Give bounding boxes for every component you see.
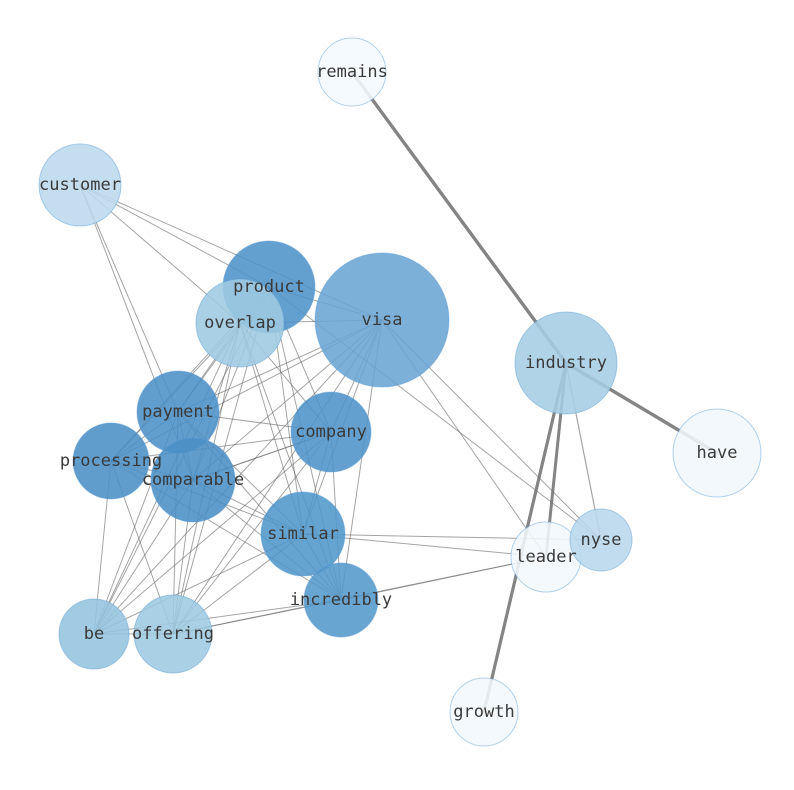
graph-node-company[interactable] (290, 391, 372, 473)
graph-node-label-customer: customer (39, 175, 121, 195)
graph-node-label-remains: remains (316, 62, 388, 82)
graph-node-visa[interactable] (314, 252, 450, 388)
graph-node-have[interactable] (672, 408, 762, 498)
graph-node-industry[interactable] (514, 311, 618, 415)
graph-node-overlap[interactable] (195, 278, 285, 368)
graph-node-offering[interactable] (133, 594, 213, 674)
graph-node-label-incredibly: incredibly (290, 590, 392, 610)
graph-node-be[interactable] (58, 598, 130, 670)
graph-node-label-be: be (84, 624, 104, 644)
graph-node-label-payment: payment (142, 402, 214, 422)
graph-node-label-leader: leader (515, 547, 576, 567)
graph-node-label-nyse: nyse (581, 530, 622, 550)
graph-edge (172, 431, 332, 635)
graph-node-remains[interactable] (317, 37, 387, 107)
graph-node-nyse[interactable] (569, 508, 633, 572)
graph-node-label-industry: industry (525, 353, 607, 373)
graph-node-label-overlap: overlap (204, 313, 276, 333)
graph-edge (110, 460, 342, 601)
label-layer: remains customer product overlap visa industr… (39, 62, 737, 722)
graph-edge (93, 319, 383, 635)
graph-node-label-comparable: comparable (142, 470, 244, 490)
graph-node-similar[interactable] (260, 491, 346, 577)
graph-node-customer[interactable] (38, 143, 122, 227)
graph-node-label-product: product (233, 277, 305, 297)
graph-node-label-similar: similar (267, 524, 339, 544)
graph-edge (350, 70, 568, 365)
graph-edge (93, 431, 332, 635)
graph-node-processing[interactable] (72, 422, 150, 500)
graph-node-comparable[interactable] (150, 437, 236, 523)
graph-node-growth[interactable] (449, 677, 519, 747)
graph-node-label-processing: processing (60, 451, 162, 471)
graph-node-label-offering: offering (132, 624, 214, 644)
graph-node-label-visa: visa (362, 310, 403, 330)
graph-node-label-company: company (295, 422, 367, 442)
graph-node-label-growth: growth (453, 702, 514, 722)
graph-edge (79, 184, 179, 413)
graph-node-label-have: have (697, 443, 738, 463)
node-layer (38, 37, 762, 747)
graph-node-incredibly[interactable] (303, 562, 379, 638)
